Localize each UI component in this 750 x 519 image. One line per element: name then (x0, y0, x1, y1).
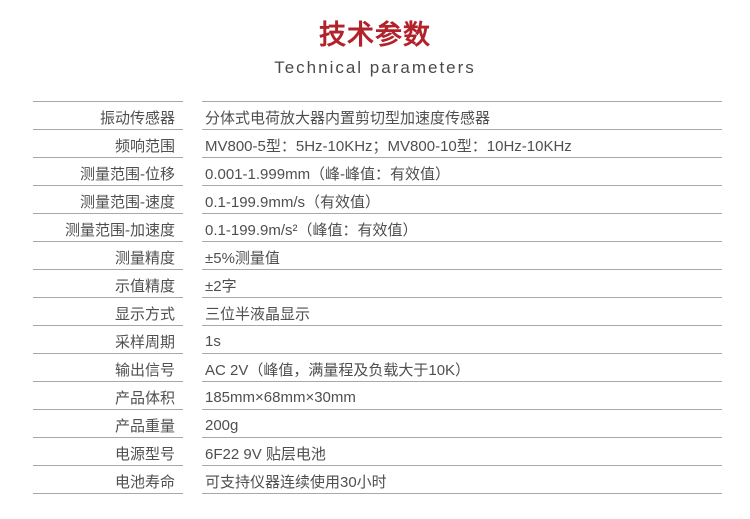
column-gap (183, 185, 202, 213)
spec-value: MV800-5型：5Hz-10KHz；MV800-10型：10Hz-10KHz (202, 129, 722, 157)
page-header: 技术参数 Technical parameters (0, 20, 750, 78)
table-row: 示值精度 ±2字 (33, 269, 722, 297)
table-row: 电源型号 6F22 9V 贴层电池 (33, 437, 722, 465)
column-gap (183, 129, 202, 157)
table-row: 测量范围-位移 0.001-1.999mm（峰-峰值：有效值） (33, 157, 722, 185)
bottom-line-left-segment (33, 493, 183, 494)
spec-value: 200g (202, 409, 722, 437)
column-gap (183, 241, 202, 269)
spec-value: 0.1-199.9m/s²（峰值：有效值） (202, 213, 722, 241)
spec-value: AC 2V（峰值，满量程及负载大于10K） (202, 353, 722, 381)
column-gap (183, 213, 202, 241)
column-gap (183, 381, 202, 409)
spec-label: 电源型号 (33, 437, 183, 465)
column-gap (183, 297, 202, 325)
table-row: 产品重量 200g (33, 409, 722, 437)
column-gap (183, 493, 202, 494)
spec-label: 产品重量 (33, 409, 183, 437)
table-row: 振动传感器 分体式电荷放大器内置剪切型加速度传感器 (33, 101, 722, 129)
spec-label: 输出信号 (33, 353, 183, 381)
spec-label: 显示方式 (33, 297, 183, 325)
spec-table: 振动传感器 分体式电荷放大器内置剪切型加速度传感器 频响范围 MV800-5型：… (33, 101, 722, 494)
bottom-line-right-segment (202, 493, 722, 494)
column-gap (183, 325, 202, 353)
spec-label: 产品体积 (33, 381, 183, 409)
spec-value: 6F22 9V 贴层电池 (202, 437, 722, 465)
column-gap (183, 353, 202, 381)
spec-value: 185mm×68mm×30mm (202, 381, 722, 409)
column-gap (183, 101, 202, 129)
page-subtitle: Technical parameters (274, 58, 476, 78)
table-row: 频响范围 MV800-5型：5Hz-10KHz；MV800-10型：10Hz-1… (33, 129, 722, 157)
page-title: 技术参数 (319, 20, 431, 50)
table-row: 测量精度 ±5%测量值 (33, 241, 722, 269)
spec-value: 0.001-1.999mm（峰-峰值：有效值） (202, 157, 722, 185)
spec-label: 测量范围-位移 (33, 157, 183, 185)
table-row: 测量范围-加速度 0.1-199.9m/s²（峰值：有效值） (33, 213, 722, 241)
column-gap (183, 409, 202, 437)
table-row: 电池寿命 可支持仪器连续使用30小时 (33, 465, 722, 493)
spec-value: 可支持仪器连续使用30小时 (202, 465, 722, 493)
spec-label: 示值精度 (33, 269, 183, 297)
spec-label: 测量精度 (33, 241, 183, 269)
column-gap (183, 465, 202, 493)
spec-label: 振动传感器 (33, 101, 183, 129)
spec-label: 频响范围 (33, 129, 183, 157)
spec-value: ±5%测量值 (202, 241, 722, 269)
spec-value: 分体式电荷放大器内置剪切型加速度传感器 (202, 101, 722, 129)
table-bottom-line (33, 493, 722, 494)
spec-label: 测量范围-速度 (33, 185, 183, 213)
spec-label: 电池寿命 (33, 465, 183, 493)
spec-label: 采样周期 (33, 325, 183, 353)
table-row: 采样周期 1s (33, 325, 722, 353)
spec-value: 三位半液晶显示 (202, 297, 722, 325)
table-row: 产品体积 185mm×68mm×30mm (33, 381, 722, 409)
table-row: 输出信号 AC 2V（峰值，满量程及负载大于10K） (33, 353, 722, 381)
table-row: 显示方式 三位半液晶显示 (33, 297, 722, 325)
spec-value: ±2字 (202, 269, 722, 297)
table-row: 测量范围-速度 0.1-199.9mm/s（有效值） (33, 185, 722, 213)
column-gap (183, 157, 202, 185)
spec-value: 0.1-199.9mm/s（有效值） (202, 185, 722, 213)
column-gap (183, 269, 202, 297)
spec-label: 测量范围-加速度 (33, 213, 183, 241)
column-gap (183, 437, 202, 465)
spec-value: 1s (202, 325, 722, 353)
